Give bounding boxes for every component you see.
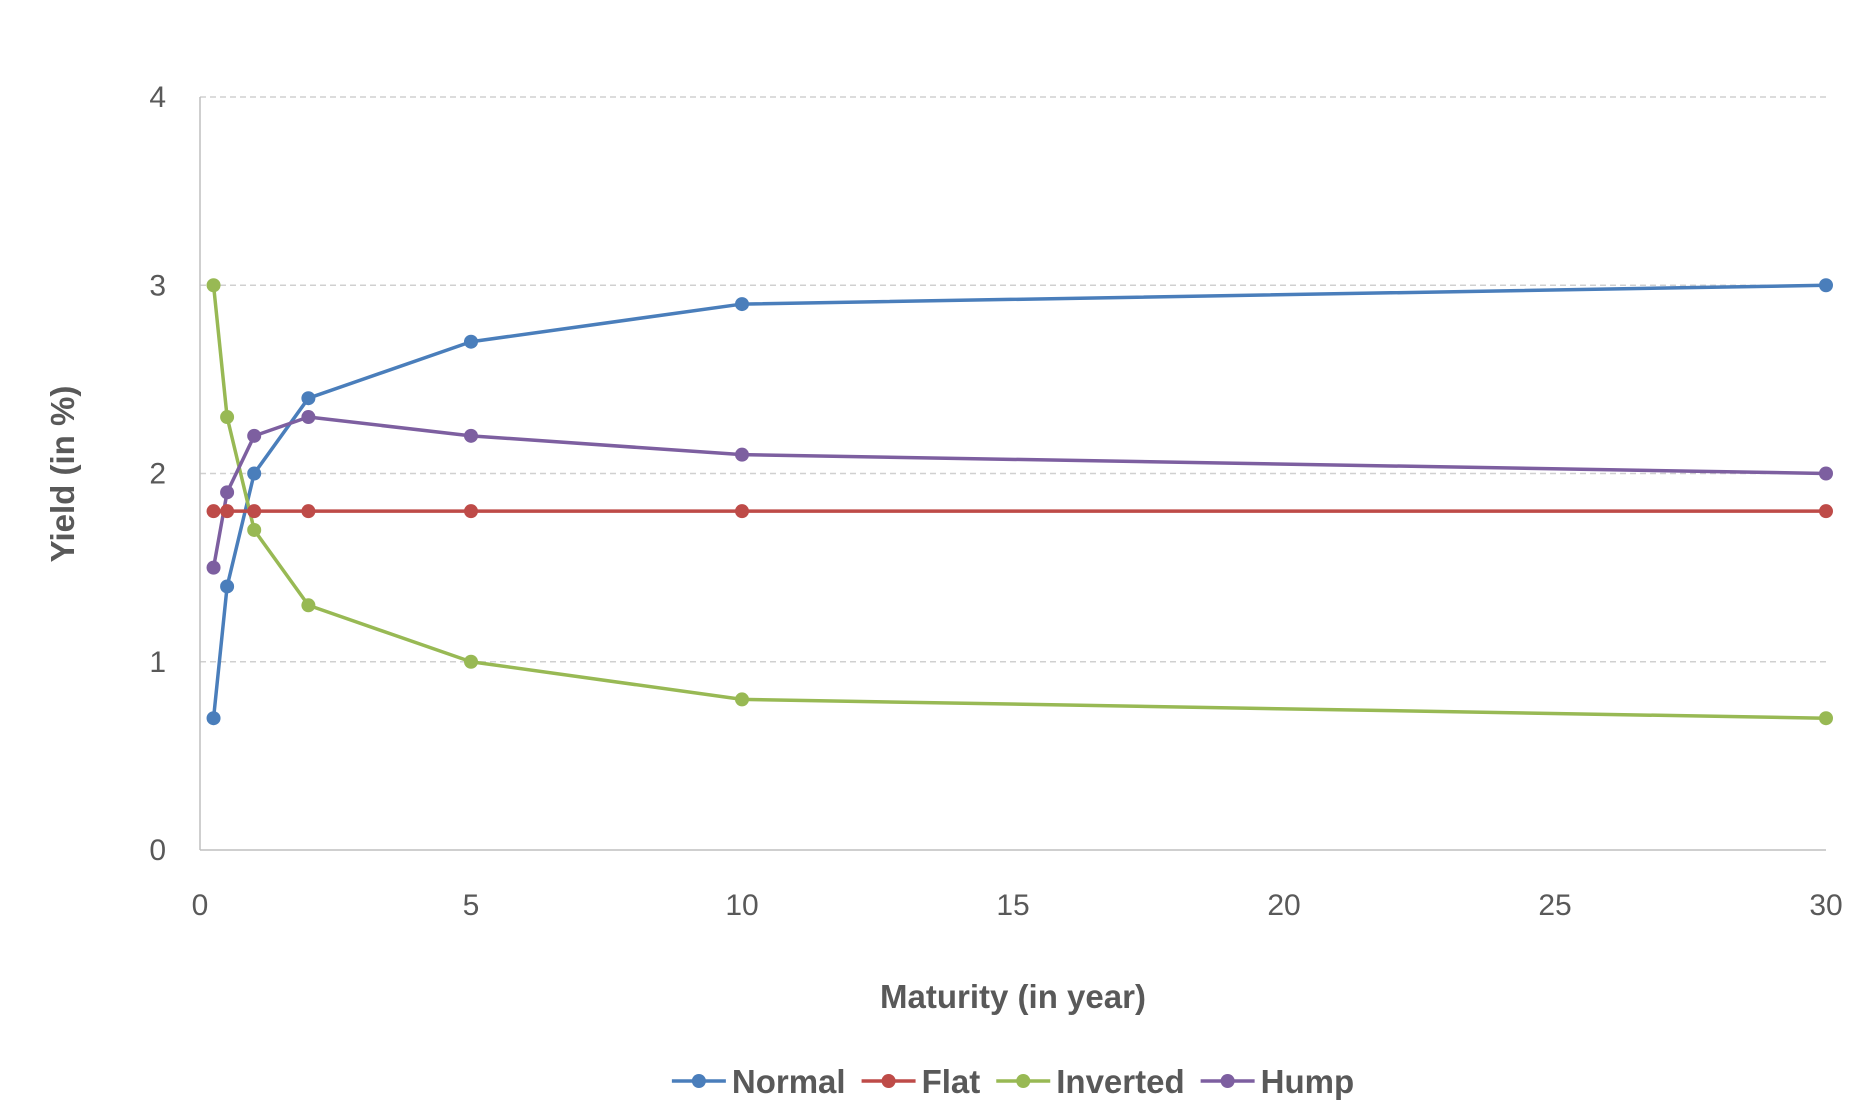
data-point-inverted (735, 692, 749, 707)
data-point-normal (247, 466, 262, 481)
data-point-inverted (464, 654, 478, 669)
data-point-hump (220, 485, 235, 500)
data-point-normal (464, 334, 478, 349)
data-point-hump (464, 428, 478, 443)
data-point-hump (206, 560, 221, 575)
series-lines (211, 283, 1827, 720)
data-point-inverted (1819, 711, 1833, 726)
data-point-flat (301, 504, 316, 519)
y-tick-label: 3 (149, 269, 166, 302)
axes (199, 97, 1826, 851)
data-point-flat (1819, 504, 1833, 519)
data-point-hump (301, 410, 316, 425)
legend-item-normal: Normal (671, 1063, 846, 1100)
data-point-flat (220, 504, 235, 519)
y-tick-label: 2 (149, 458, 166, 491)
y-tick-label: 4 (149, 81, 166, 114)
x-tick-label: 25 (1538, 889, 1571, 922)
legend: Normal Flat Inverted Hump (671, 1063, 1355, 1100)
y-tick-labels: 0 1 2 3 4 (149, 81, 166, 867)
y-tick-label: 0 (149, 834, 166, 867)
x-axis-title: Maturity (in year) (880, 978, 1146, 1015)
legend-item-flat: Flat (861, 1063, 981, 1100)
series-line-hump (211, 415, 1827, 568)
x-tick-label: 0 (192, 889, 209, 922)
data-point-inverted (247, 522, 262, 537)
x-tick-labels: 0 5 10 15 20 25 30 (192, 889, 1843, 922)
data-point-flat (206, 504, 221, 519)
data-point-normal (220, 579, 235, 594)
legend-label: Inverted (1056, 1063, 1184, 1100)
data-point-hump (735, 447, 749, 462)
data-point-inverted (206, 278, 221, 293)
x-tick-label: 15 (996, 889, 1029, 922)
legend-item-hump: Hump (1200, 1063, 1355, 1100)
x-tick-label: 30 (1809, 889, 1842, 922)
gridlines (200, 96, 1826, 663)
legend-label: Flat (922, 1063, 981, 1100)
data-point-normal (1819, 278, 1833, 293)
data-point-normal (206, 711, 221, 726)
legend-label: Hump (1261, 1063, 1355, 1100)
data-point-inverted (220, 410, 235, 425)
data-point-hump (1819, 466, 1833, 481)
x-tick-label: 5 (463, 889, 480, 922)
data-point-normal (301, 391, 316, 406)
legend-swatch-marker (1016, 1074, 1031, 1088)
legend-swatch-marker (1220, 1074, 1235, 1088)
data-point-hump (247, 428, 262, 443)
data-point-inverted (301, 598, 316, 613)
data-point-flat (247, 504, 262, 519)
series-line-inverted (211, 285, 1827, 720)
legend-label: Normal (732, 1063, 846, 1100)
y-tick-label: 1 (149, 646, 166, 679)
legend-swatch-marker (691, 1074, 706, 1088)
y-axis-title: Yield (in %) (44, 386, 81, 563)
series-points (206, 278, 1833, 726)
series-line-normal (211, 283, 1827, 719)
data-point-flat (464, 504, 478, 519)
data-point-flat (735, 504, 749, 519)
x-tick-label: 20 (1267, 889, 1300, 922)
legend-item-inverted: Inverted (996, 1063, 1185, 1100)
legend-swatch-marker (881, 1074, 896, 1088)
x-tick-label: 10 (725, 889, 758, 922)
data-point-normal (735, 297, 749, 312)
